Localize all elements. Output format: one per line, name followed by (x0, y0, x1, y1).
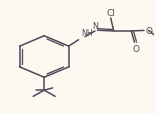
Text: NH: NH (81, 29, 93, 38)
Text: O: O (132, 44, 139, 53)
Text: O: O (146, 26, 153, 35)
Text: Cl: Cl (106, 9, 115, 18)
Text: N: N (93, 22, 98, 31)
